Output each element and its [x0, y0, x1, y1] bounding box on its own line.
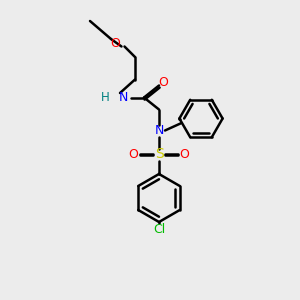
Text: O: O: [180, 148, 189, 161]
Text: O: O: [159, 76, 168, 89]
Text: N: N: [154, 124, 164, 137]
Text: H: H: [101, 91, 110, 104]
Text: Cl: Cl: [153, 223, 165, 236]
Text: S: S: [154, 148, 164, 161]
Text: O: O: [129, 148, 138, 161]
Text: N: N: [118, 91, 128, 104]
Text: O: O: [111, 37, 120, 50]
